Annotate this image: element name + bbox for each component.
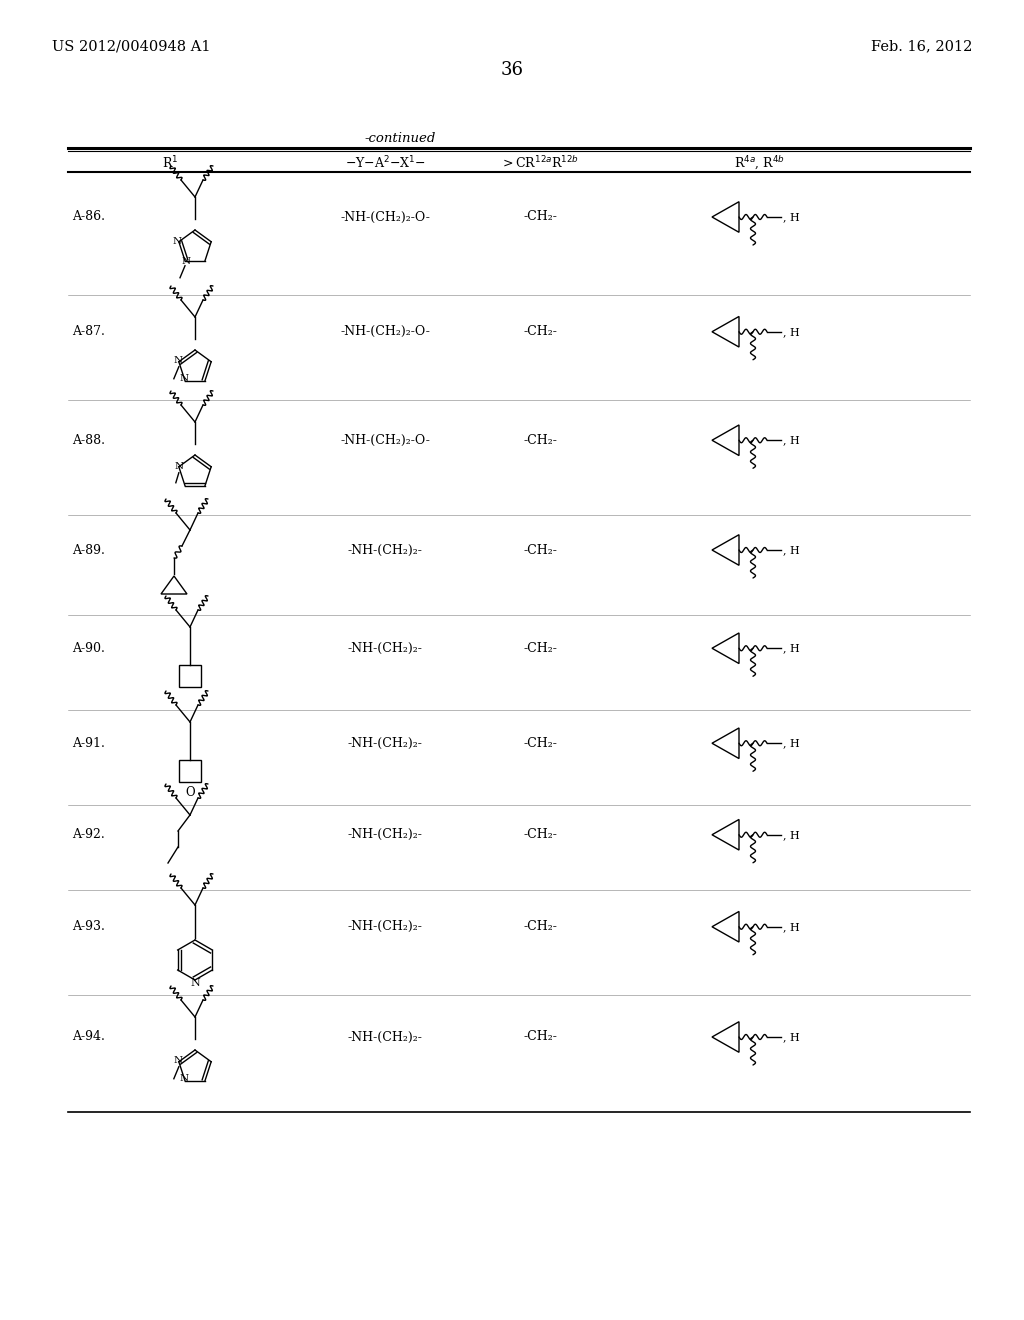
Text: -NH-(CH₂)₂-O-: -NH-(CH₂)₂-O- [340, 210, 430, 223]
Text: -CH₂-: -CH₂- [523, 737, 557, 750]
Text: A-87.: A-87. [72, 325, 104, 338]
Text: -CH₂-: -CH₂- [523, 828, 557, 841]
Text: N: N [179, 1074, 188, 1084]
Text: N: N [181, 257, 190, 267]
Text: N: N [173, 1056, 182, 1065]
Text: , H: , H [783, 738, 800, 748]
Text: A-86.: A-86. [72, 210, 105, 223]
Text: US 2012/0040948 A1: US 2012/0040948 A1 [52, 40, 211, 53]
Text: -NH-(CH₂)₂-: -NH-(CH₂)₂- [347, 737, 423, 750]
Text: -continued: -continued [365, 132, 435, 144]
Text: R$^{4a}$, R$^{4b}$: R$^{4a}$, R$^{4b}$ [734, 154, 785, 172]
Text: A-88.: A-88. [72, 434, 105, 446]
Text: -NH-(CH₂)₂-O-: -NH-(CH₂)₂-O- [340, 434, 430, 446]
Text: R$^1$: R$^1$ [162, 154, 178, 172]
Text: , H: , H [783, 643, 800, 653]
Text: -CH₂-: -CH₂- [523, 920, 557, 933]
Text: A-92.: A-92. [72, 828, 104, 841]
Text: , H: , H [783, 327, 800, 337]
Text: O: O [185, 785, 195, 799]
Text: , H: , H [783, 921, 800, 932]
Text: -CH₂-: -CH₂- [523, 434, 557, 446]
Text: -CH₂-: -CH₂- [523, 210, 557, 223]
Text: A-89.: A-89. [72, 544, 104, 557]
Text: -NH-(CH₂)₂-: -NH-(CH₂)₂- [347, 1031, 423, 1044]
Text: -CH₂-: -CH₂- [523, 642, 557, 655]
Text: N: N [179, 375, 188, 383]
Text: $>$CR$^{12a}$R$^{12b}$: $>$CR$^{12a}$R$^{12b}$ [501, 154, 580, 172]
Text: , H: , H [783, 830, 800, 840]
Text: -NH-(CH₂)₂-: -NH-(CH₂)₂- [347, 920, 423, 933]
Text: -CH₂-: -CH₂- [523, 544, 557, 557]
Text: $-$Y$-$A$^2$$-$X$^1$$-$: $-$Y$-$A$^2$$-$X$^1$$-$ [345, 154, 425, 172]
Text: Feb. 16, 2012: Feb. 16, 2012 [870, 40, 972, 53]
Text: 36: 36 [501, 61, 523, 79]
Text: -NH-(CH₂)₂-: -NH-(CH₂)₂- [347, 828, 423, 841]
Text: , H: , H [783, 213, 800, 222]
Text: N: N [190, 978, 200, 987]
Text: , H: , H [783, 436, 800, 445]
Text: N: N [174, 462, 183, 471]
Text: -NH-(CH₂)₂-: -NH-(CH₂)₂- [347, 544, 423, 557]
Text: A-90.: A-90. [72, 642, 104, 655]
Text: N: N [173, 356, 182, 366]
Text: N: N [172, 238, 181, 247]
Text: -CH₂-: -CH₂- [523, 325, 557, 338]
Text: -NH-(CH₂)₂-: -NH-(CH₂)₂- [347, 642, 423, 655]
Text: A-94.: A-94. [72, 1031, 104, 1044]
Text: A-91.: A-91. [72, 737, 104, 750]
Text: , H: , H [783, 1032, 800, 1041]
Text: , H: , H [783, 545, 800, 554]
Text: -NH-(CH₂)₂-O-: -NH-(CH₂)₂-O- [340, 325, 430, 338]
Text: -CH₂-: -CH₂- [523, 1031, 557, 1044]
Text: A-93.: A-93. [72, 920, 104, 933]
